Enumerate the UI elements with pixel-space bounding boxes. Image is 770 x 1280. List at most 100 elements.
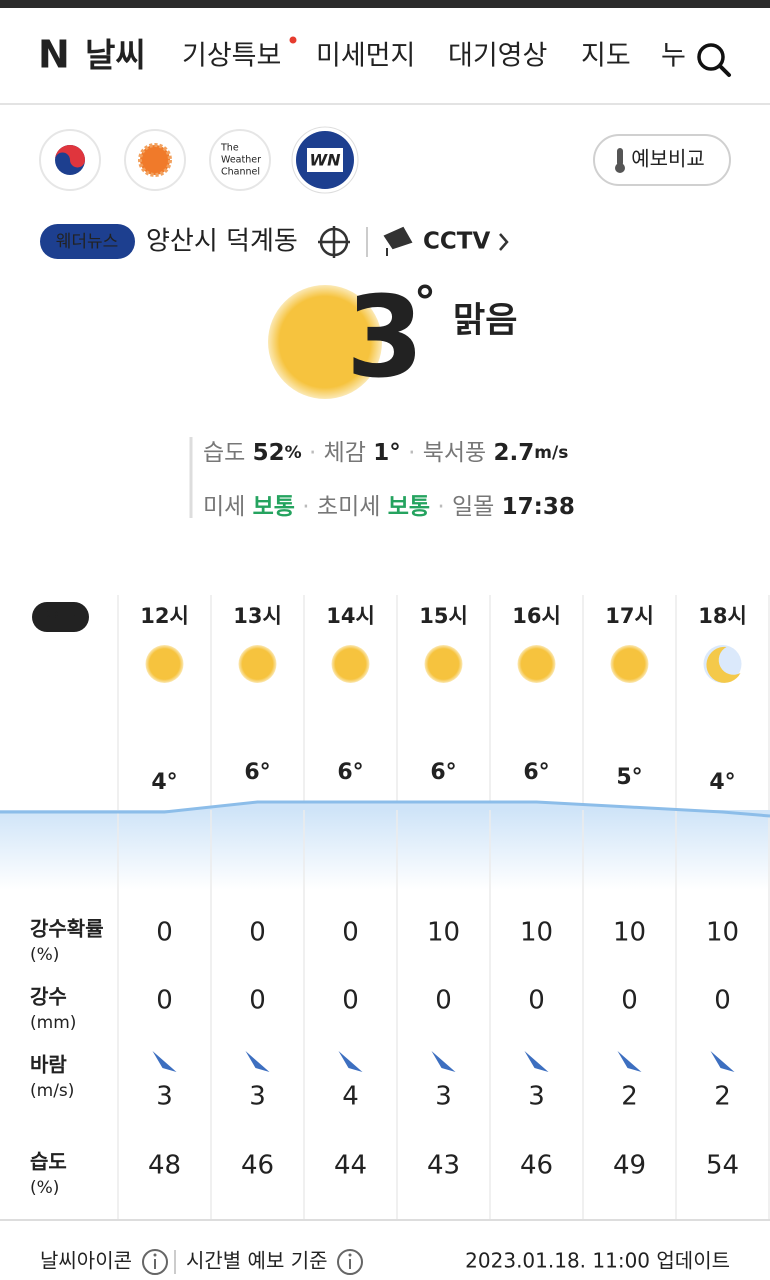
detail-value: 보통 xyxy=(253,494,295,520)
row-unit: (%) xyxy=(30,945,59,965)
nav-tab[interactable]: 대기영상 xyxy=(448,41,547,72)
row-unit: (mm) xyxy=(30,1013,76,1033)
row-value: 3 xyxy=(435,1082,452,1112)
row-label: 습도 xyxy=(30,1150,67,1174)
row-value: 0 xyxy=(156,918,173,948)
wn-logo: WN xyxy=(309,151,341,170)
twc-logo: The xyxy=(220,143,239,154)
temp-label: 4° xyxy=(709,770,735,795)
row-label: 강수 xyxy=(30,985,67,1009)
detail-unit: m/s xyxy=(534,443,568,463)
logo[interactable]: N xyxy=(38,33,70,77)
footer-link[interactable]: 날씨아이콘 xyxy=(40,1249,132,1273)
dot: · xyxy=(401,440,423,466)
alert-dot xyxy=(289,36,297,44)
info-icon[interactable] xyxy=(337,1249,363,1275)
provider-kma[interactable] xyxy=(39,129,101,191)
provider-sun[interactable] xyxy=(124,129,186,191)
detail-value: 보통 xyxy=(388,494,430,520)
condition: 맑음 xyxy=(453,301,517,341)
weather-icon xyxy=(268,285,382,399)
row-value: 0 xyxy=(435,986,452,1016)
nav-tab[interactable]: 미세먼지 xyxy=(316,41,415,72)
row-value: 44 xyxy=(334,1151,367,1181)
row-value: 10 xyxy=(613,918,646,948)
nav-tab[interactable]: 누 xyxy=(661,41,686,72)
row-value: 0 xyxy=(342,918,359,948)
hour-label: 14시 xyxy=(326,604,375,628)
temp-label: 4° xyxy=(151,770,177,795)
dot: · xyxy=(295,494,317,520)
temp-line xyxy=(0,800,770,818)
temp-label: 6° xyxy=(430,760,456,785)
hour-label: 13시 xyxy=(233,604,282,628)
sun-icon xyxy=(517,645,556,683)
wind-arrow xyxy=(338,1051,363,1072)
detail-value: 1° xyxy=(373,440,401,466)
detail-value: 17:38 xyxy=(502,494,575,520)
app-title[interactable]: 날씨 xyxy=(85,36,146,75)
detail-label: 미세 xyxy=(203,494,245,520)
hour-label: 16시 xyxy=(512,604,561,628)
compare-button[interactable]: 예보비교 xyxy=(593,134,731,186)
row-unit: (%) xyxy=(30,1178,59,1198)
row-value: 0 xyxy=(528,986,545,1016)
locate-icon[interactable] xyxy=(318,226,350,258)
row-value: 2 xyxy=(621,1082,638,1112)
row-value: 0 xyxy=(714,986,731,1016)
row-value: 0 xyxy=(342,986,359,1016)
hour-label: 12시 xyxy=(140,604,189,628)
cctv-icon xyxy=(383,226,413,256)
detail-value: 2.7 xyxy=(494,440,535,466)
badge xyxy=(40,224,135,259)
cctv-link[interactable]: CCTV xyxy=(423,229,490,255)
detail-row: 습도 52% · 체감 1° · 북서풍 2.7m/s xyxy=(203,440,568,466)
provider-twc[interactable]: The Weather Channel xyxy=(209,129,271,191)
status-bar xyxy=(0,0,770,8)
sun-icon xyxy=(610,645,649,683)
temp-label: 5° xyxy=(616,765,642,790)
nav-tab[interactable]: 지도 xyxy=(581,41,631,72)
row-value: 10 xyxy=(706,918,739,948)
search-icon[interactable] xyxy=(697,43,731,77)
dot: · xyxy=(302,440,324,466)
row-value: 3 xyxy=(528,1082,545,1112)
detail-label: 체감 xyxy=(324,440,366,466)
row-value: 48 xyxy=(148,1151,181,1181)
row-label: 바람 xyxy=(30,1053,67,1077)
detail-label: 습도 xyxy=(203,440,245,466)
temp-label: 6° xyxy=(244,760,270,785)
provider-wn[interactable]: WN xyxy=(291,126,359,194)
temp-area xyxy=(0,810,770,890)
nav-tab[interactable]: 기상특보 xyxy=(182,41,281,72)
wind-arrow xyxy=(245,1051,270,1072)
row-value: 0 xyxy=(249,918,266,948)
place[interactable]: 양산시 덕계동 xyxy=(146,227,298,257)
sun-icon xyxy=(331,645,370,683)
detail-value: 52 xyxy=(253,440,285,466)
row-value: 43 xyxy=(427,1151,460,1181)
detail-label: 초미세 xyxy=(317,494,380,520)
temp-label: 6° xyxy=(337,760,363,785)
info-icon[interactable] xyxy=(142,1249,168,1275)
wind-arrow xyxy=(710,1051,735,1072)
row-value: 10 xyxy=(427,918,460,948)
hour-label: 18시 xyxy=(698,604,747,628)
detail-row: 미세 보통 · 초미세 보통 · 일몰 17:38 xyxy=(203,494,575,520)
wind-arrow xyxy=(152,1051,177,1072)
sun-icon xyxy=(145,645,184,683)
wind-arrow xyxy=(617,1051,642,1072)
sun-icon xyxy=(424,645,463,683)
row-value: 3 xyxy=(156,1082,173,1112)
detail-label: 북서풍 xyxy=(423,440,486,466)
chevron xyxy=(499,233,509,251)
badge-label: 웨더뉴스 xyxy=(56,232,119,252)
moon-icon xyxy=(706,646,741,683)
row-value: 3 xyxy=(249,1082,266,1112)
row-value: 2 xyxy=(714,1082,731,1112)
dot: · xyxy=(430,494,452,520)
row-value: 4 xyxy=(342,1082,359,1112)
footer-link[interactable]: 시간별 예보 기준 xyxy=(186,1249,328,1273)
hour-label: 17시 xyxy=(605,604,654,628)
